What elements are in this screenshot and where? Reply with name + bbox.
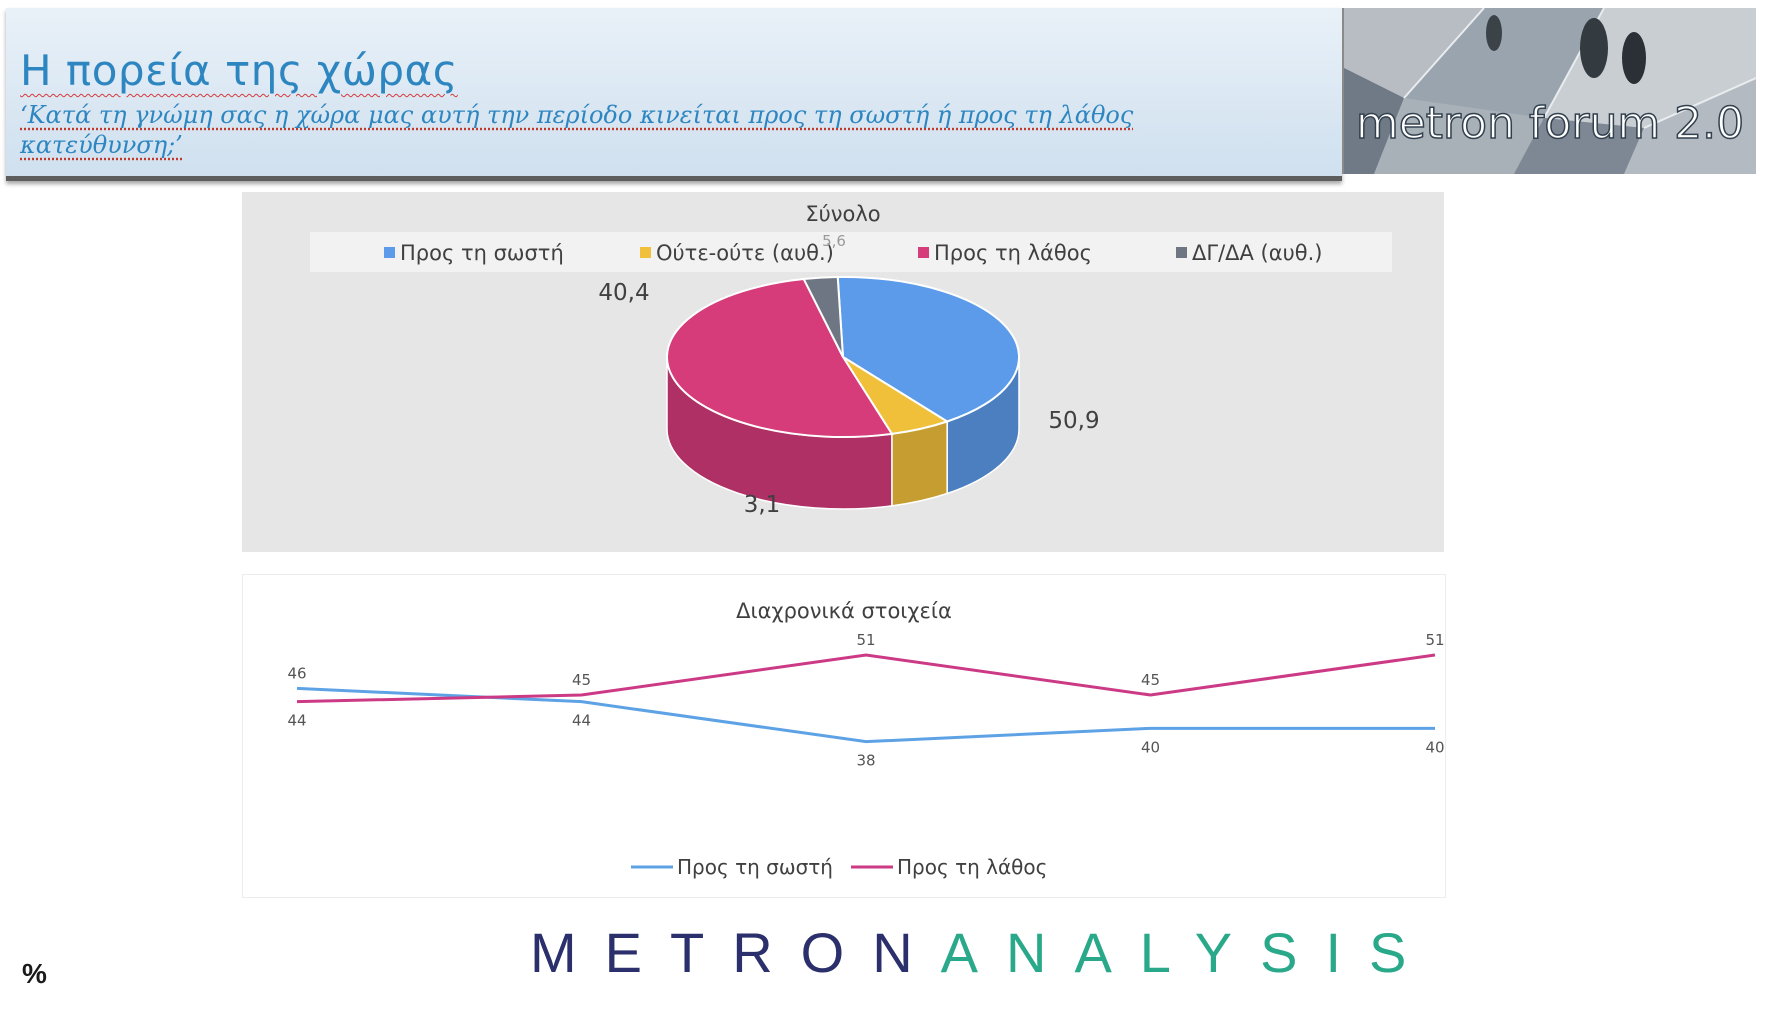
legend-label: ΔΓ/ΔΑ (αυθ.): [1192, 241, 1323, 265]
legend-swatch: [640, 247, 651, 258]
page-title: Η πορεία της χώρας: [20, 46, 458, 95]
legend-item-neither: Ούτε-ούτε (αυθ.): [640, 241, 834, 265]
brand-part1: METRON: [530, 921, 941, 984]
line-chart: 46 44 38 40 40 44 45 51 45 51 Προς τη σωστή Προς τη…: [287, 631, 1444, 879]
pie-slice: [802, 276, 844, 358]
pie-chart-panel: Σύνολο Προς τη σωστή Ούτε-ούτε (αυθ.) Πρ…: [242, 192, 1444, 552]
metron-analysis-logo: METRONANALYSIS: [530, 920, 1434, 985]
pie-chart: 40,4 5,6 50,9 3,1: [598, 232, 1099, 518]
data-label: 45: [572, 671, 591, 689]
legend-label: Ούτε-ούτε (αυθ.): [656, 241, 834, 265]
legend-swatch: [1176, 247, 1187, 258]
data-label: 51: [1425, 631, 1444, 649]
legend-item-wrong: Προς τη λάθος: [918, 241, 1092, 265]
legend-label: Προς τη λάθος: [934, 241, 1092, 265]
brand-part2: ANALYSIS: [940, 921, 1435, 984]
data-label: 38: [856, 752, 875, 770]
data-label: 51: [856, 631, 875, 649]
legend-swatch: [918, 247, 929, 258]
pie-value-label: 50,9: [1048, 408, 1099, 434]
survey-question: ‘Κατά τη γνώμη σας η χώρα μας αυτή την π…: [20, 101, 1134, 159]
legend-item-dk-na: ΔΓ/ΔΑ (αυθ.): [1176, 241, 1322, 265]
logo-text: metron forum 2.0: [1356, 98, 1744, 149]
data-label: 44: [572, 712, 591, 730]
pie-value-label: 3,1: [744, 492, 781, 518]
pie-chart-title: Σύνολο: [805, 202, 881, 226]
line-chart-title: Διαχρονικά στοιχεία: [736, 599, 952, 623]
unit-label: %: [22, 958, 47, 989]
legend-label: Προς τη λάθος: [897, 855, 1047, 879]
metron-forum-logo: metron forum 2.0: [1342, 8, 1756, 174]
data-label: 40: [1425, 738, 1444, 756]
data-label: 45: [1141, 671, 1160, 689]
pie-value-label: 40,4: [598, 280, 649, 306]
pie-slice-wall: [891, 420, 948, 507]
pie-legend: Προς τη σωστή Ούτε-ούτε (αυθ.) Προς τη λ…: [310, 232, 1392, 272]
line-chart-panel: Διαχρονικά στοιχεία 46 44 38 40 40 44 45 51 45 51…: [242, 574, 1446, 898]
data-label: 46: [287, 664, 306, 682]
legend-item-correct: Προς τη σωστή: [384, 241, 564, 265]
data-label: 40: [1141, 738, 1160, 756]
header-banner: Η πορεία της χώρας ‘Κατά τη γνώμη σας η …: [6, 8, 1342, 181]
legend-swatch: [384, 247, 395, 258]
line-series-1: [296, 653, 1436, 704]
pie-slice: [666, 277, 894, 438]
pie-slice: [836, 276, 1020, 423]
data-label: 44: [287, 712, 306, 730]
pie-value-label: 5,6: [822, 232, 846, 250]
legend-label: Προς τη σωστή: [400, 241, 564, 265]
legend-label: Προς τη σωστή: [677, 855, 833, 879]
